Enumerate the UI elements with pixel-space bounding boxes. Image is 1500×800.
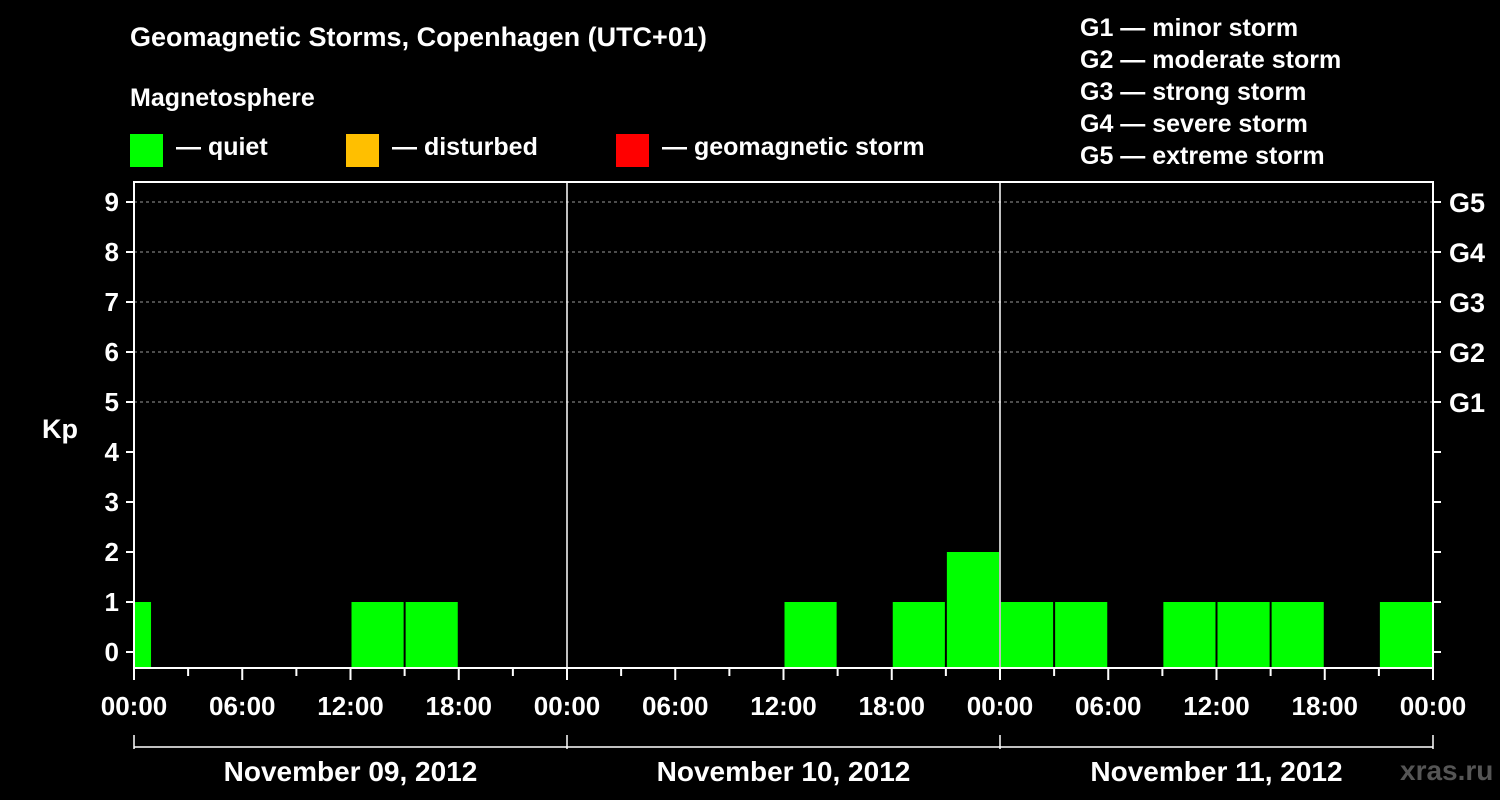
storm-scale-g4: G4 — severe storm: [1080, 110, 1308, 138]
kp-bar-6: [946, 552, 999, 668]
x-tick-label-3: 18:00: [426, 691, 493, 721]
x-tick-label-5: 06:00: [642, 691, 709, 721]
x-tick-label-1: 06:00: [209, 691, 276, 721]
storm-level-label-g3: G3: [1449, 288, 1485, 318]
x-tick-label-9: 06:00: [1075, 691, 1142, 721]
legend-label-storm: — geomagnetic storm: [662, 133, 925, 161]
kp-bar-1: [135, 602, 152, 668]
storm-scale-g5: G5 — extreme storm: [1080, 142, 1325, 170]
kp-bar-12: [1379, 602, 1432, 668]
watermark: xras.ru: [1400, 755, 1494, 786]
legend-label-quiet: — quiet: [176, 133, 268, 161]
storm-scale-g3: G3 — strong storm: [1080, 78, 1307, 106]
y-axis-label: Kp: [42, 414, 78, 444]
x-tick-label-8: 00:00: [967, 691, 1034, 721]
y-tick-label-5: 5: [105, 387, 119, 417]
y-tick-label-1: 1: [105, 587, 119, 617]
day-label-1: November 09, 2012: [224, 756, 478, 787]
storm-level-label-g2: G2: [1449, 338, 1485, 368]
y-tick-label-2: 2: [105, 537, 119, 567]
kp-bar-8: [1055, 602, 1108, 668]
kp-bar-9: [1163, 602, 1216, 668]
y-tick-label-7: 7: [105, 287, 119, 317]
x-tick-label-12: 00:00: [1400, 691, 1467, 721]
x-tick-label-11: 18:00: [1292, 691, 1359, 721]
x-tick-label-2: 12:00: [317, 691, 384, 721]
storm-scale-g1: G1 — minor storm: [1080, 14, 1299, 42]
day-label-2: November 10, 2012: [657, 756, 911, 787]
legend-swatch-storm: [616, 134, 649, 167]
storm-level-label-g4: G4: [1449, 238, 1485, 268]
y-tick-label-0: 0: [105, 637, 119, 667]
y-tick-label-9: 9: [105, 187, 119, 217]
kp-bar-10: [1217, 602, 1270, 668]
kp-bar-5: [892, 602, 945, 668]
x-tick-label-6: 12:00: [750, 691, 817, 721]
legend-label-disturbed: — disturbed: [392, 133, 538, 161]
day-label-3: November 11, 2012: [1090, 756, 1342, 787]
kp-bar-3: [405, 602, 458, 668]
storm-level-label-g5: G5: [1449, 188, 1485, 218]
kp-bar-2: [351, 602, 404, 668]
chart-title: Geomagnetic Storms, Copenhagen (UTC+01): [130, 22, 707, 52]
magnetosphere-legend-title: Magnetosphere: [130, 84, 315, 112]
y-tick-label-6: 6: [105, 337, 119, 367]
x-tick-label-10: 12:00: [1183, 691, 1250, 721]
storm-scale-g2: G2 — moderate storm: [1080, 46, 1342, 74]
y-tick-label-8: 8: [105, 237, 119, 267]
legend-swatch-quiet: [130, 134, 163, 167]
kp-bar-7: [1001, 602, 1054, 668]
x-tick-label-4: 00:00: [534, 691, 601, 721]
x-tick-label-0: 00:00: [101, 691, 168, 721]
y-tick-label-3: 3: [105, 487, 119, 517]
y-tick-label-4: 4: [105, 437, 120, 467]
kp-bar-4: [784, 602, 837, 668]
kp-bar-11: [1271, 602, 1324, 668]
storm-level-label-g1: G1: [1449, 388, 1485, 418]
plot-frame: [133, 181, 1434, 669]
x-tick-label-7: 18:00: [859, 691, 926, 721]
legend-swatch-disturbed: [346, 134, 379, 167]
